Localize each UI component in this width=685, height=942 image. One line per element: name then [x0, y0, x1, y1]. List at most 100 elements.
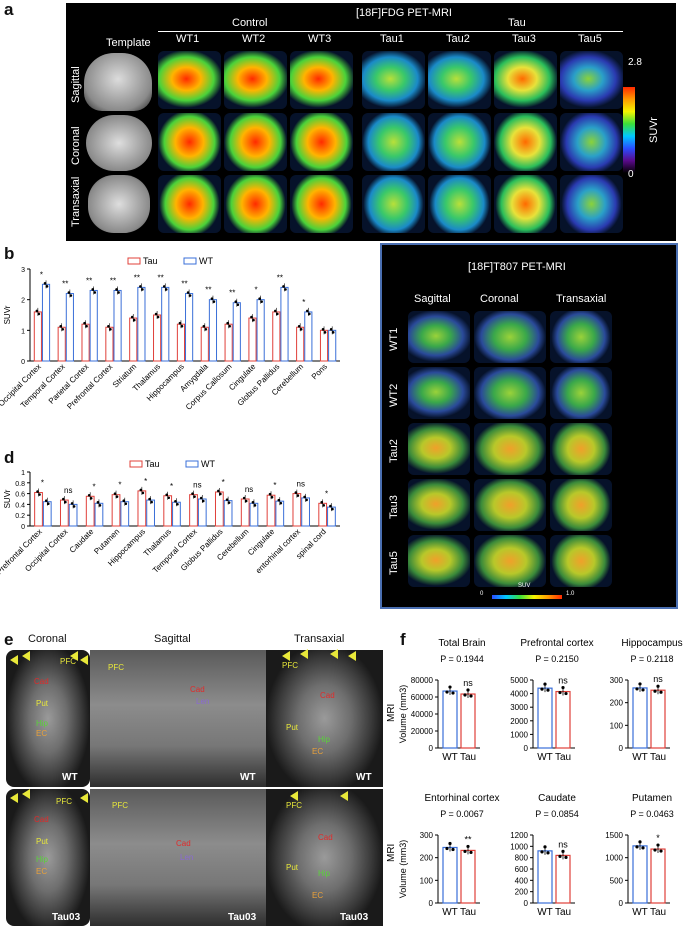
t807-scan-tau2-transaxial [550, 423, 612, 475]
data-point [162, 285, 166, 288]
data-point [141, 491, 145, 495]
y-tick-label: 0.2 [15, 513, 25, 520]
significance-marker: * [40, 270, 43, 279]
mri-arrow-icon [80, 655, 88, 665]
y-tick-label: 1500 [605, 831, 623, 840]
data-point [320, 501, 323, 504]
mri-row-label: WT [240, 772, 256, 783]
subplot-title: Entorhinal cortex [424, 793, 499, 804]
mri-arrow-icon [340, 791, 348, 801]
significance-marker: * [325, 489, 328, 498]
data-point [219, 492, 222, 496]
data-point [296, 494, 300, 497]
fdg-col-tau1: Tau1 [380, 33, 404, 45]
template-transaxial-thumb [88, 175, 150, 233]
data-point [329, 328, 333, 331]
fdg-col-wt3: WT3 [308, 33, 332, 45]
significance-marker: ns [558, 839, 568, 849]
data-point [306, 309, 309, 313]
data-point [132, 318, 136, 322]
data-point [656, 684, 660, 688]
data-point [62, 497, 65, 501]
t807-row-tau5: Tau5 [388, 551, 400, 575]
mri-annotation-pfc: PFC [112, 801, 128, 810]
fdg-col-wt2: WT2 [242, 33, 266, 45]
bar-tau [460, 849, 476, 904]
data-point [561, 685, 565, 690]
colorbar-suvr [623, 87, 635, 173]
fdg-scan-wt2-coronal [224, 113, 287, 171]
data-point [540, 850, 544, 854]
mri-panel: Coronal Sagittal Transaxial PFC Cad Put Hip EC… [0, 630, 397, 942]
colorbar-label: SUVr [648, 117, 660, 143]
data-point [150, 500, 153, 504]
data-point [37, 312, 41, 316]
y-tick-label: 2000 [510, 717, 528, 726]
data-point [148, 497, 151, 501]
bar-tau-3 [105, 326, 114, 362]
data-point [331, 331, 335, 334]
mri-annotation-put: Put [36, 837, 49, 846]
panel-label-b: b [4, 244, 15, 263]
subplot-pvalue: P = 0.1944 [440, 654, 484, 664]
panel-label-d: d [4, 448, 15, 467]
fdg-col-tau3: Tau3 [512, 33, 536, 45]
bar-wt-2 [89, 289, 98, 362]
y-tick-label: 600 [515, 865, 529, 874]
data-point [46, 502, 50, 505]
data-point [67, 291, 71, 294]
data-point [321, 328, 325, 331]
y-tick-label: 0.6 [15, 492, 25, 499]
template-coronal-thumb [86, 115, 152, 171]
data-point [258, 297, 261, 300]
data-point [115, 288, 118, 291]
fdg-col-wt1: WT1 [176, 33, 200, 45]
data-point [656, 843, 660, 847]
x-tick-label: Globus Pallidus [236, 362, 282, 408]
mri-annotations: PFCCadPutHipECPFCCadLenPFCCadPutHipECPFC… [10, 649, 372, 923]
t807-scan-wt2-coronal [474, 367, 546, 419]
mri-arrow-icon [348, 651, 356, 661]
t807-scan-tau3-transaxial [550, 479, 612, 531]
data-point [469, 850, 473, 855]
x-tick-label: Tau [650, 752, 666, 763]
legend-wt-swatch [185, 460, 199, 468]
mri-side-label-2: MRI [386, 843, 397, 862]
y-tick-label: 4000 [510, 690, 528, 699]
mri-wt-coronal [6, 650, 90, 787]
data-point [463, 849, 467, 854]
fdg-scan-wt2-sagittal [224, 51, 287, 109]
data-point [466, 688, 470, 692]
t807-scan-wt1-coronal [474, 311, 546, 363]
data-point [156, 315, 160, 319]
bar-tau-3 [111, 494, 121, 527]
data-point [448, 685, 452, 689]
fdg-scan-tau3-transaxial [494, 175, 557, 233]
mri-annotation-ec: EC [36, 729, 47, 738]
fdg-col-tau5: Tau5 [578, 33, 602, 45]
fdg-scan-wt3-transaxial [290, 175, 353, 233]
data-point [546, 851, 550, 855]
template-label: Template [106, 37, 151, 49]
data-point [236, 303, 240, 307]
x-tick-label: Tau [460, 752, 476, 763]
significance-marker: * [656, 833, 660, 843]
significance-marker: ns [245, 485, 253, 494]
t807-row-wt2: WT2 [388, 383, 400, 407]
data-point [36, 490, 39, 493]
fdg-scan-tau3-coronal [494, 113, 557, 171]
data-point [164, 288, 168, 291]
data-point [635, 687, 639, 691]
t807-scan-wt1-sagittal [408, 311, 470, 363]
mri-annotation-put: Put [286, 723, 299, 732]
subplot-title: Hippocampus [621, 638, 682, 649]
mri-side-label-1: MRI [386, 703, 397, 722]
fdg-scan-tau1-sagittal [362, 51, 425, 109]
t807-row-wt1: WT1 [388, 327, 400, 351]
significance-marker: ** [110, 276, 116, 285]
data-point [165, 493, 168, 497]
y-tick-label: 2 [21, 298, 25, 305]
fdg-col-tau2: Tau2 [446, 33, 470, 45]
mri-annotation-pfc: PFC [286, 801, 302, 810]
